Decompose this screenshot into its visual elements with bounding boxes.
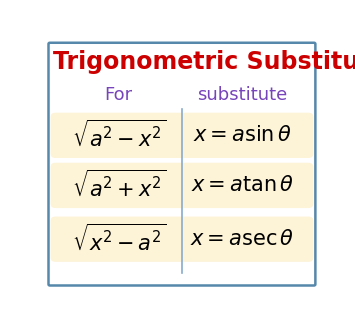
FancyBboxPatch shape bbox=[50, 216, 313, 262]
Text: $x = a\sec\theta$: $x = a\sec\theta$ bbox=[190, 229, 295, 249]
Text: substitute: substitute bbox=[197, 86, 288, 104]
Text: $x = a\tan\theta$: $x = a\tan\theta$ bbox=[191, 176, 294, 195]
Text: For: For bbox=[105, 86, 133, 104]
Text: $\sqrt{x^2-a^2}$: $\sqrt{x^2-a^2}$ bbox=[72, 223, 166, 255]
Text: $\sqrt{a^2+x^2}$: $\sqrt{a^2+x^2}$ bbox=[72, 170, 166, 201]
FancyBboxPatch shape bbox=[50, 113, 313, 158]
FancyBboxPatch shape bbox=[49, 43, 315, 285]
Text: $\sqrt{a^2-x^2}$: $\sqrt{a^2-x^2}$ bbox=[72, 120, 166, 151]
FancyBboxPatch shape bbox=[50, 163, 313, 208]
Text: Trigonometric Substitution: Trigonometric Substitution bbox=[53, 50, 355, 74]
Text: $x = a\sin\theta$: $x = a\sin\theta$ bbox=[193, 125, 292, 145]
